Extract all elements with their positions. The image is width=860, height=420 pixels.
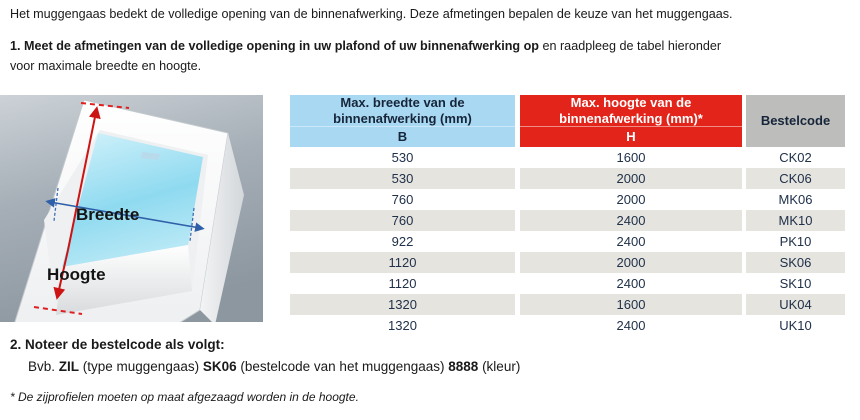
svg-text:Breedte: Breedte — [76, 205, 139, 224]
svg-text:Hoogte: Hoogte — [47, 265, 106, 284]
